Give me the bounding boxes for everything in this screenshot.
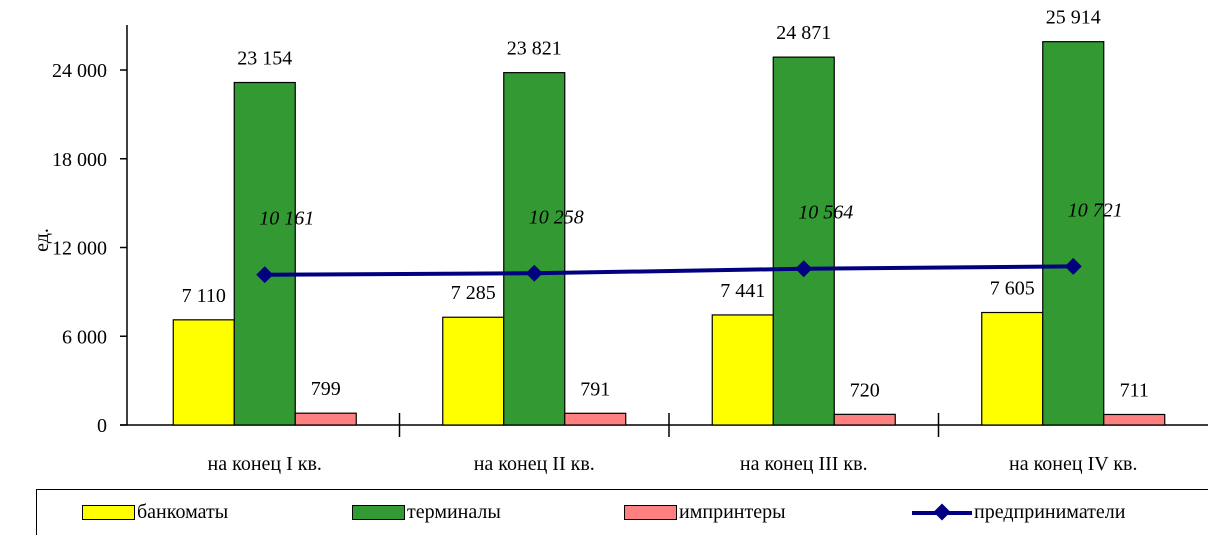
legend-swatch-terminals bbox=[352, 504, 405, 520]
bar-atms bbox=[172, 319, 235, 426]
bar-atms bbox=[711, 314, 774, 426]
bar-atms bbox=[442, 316, 505, 426]
legend: банкоматы терминалы импринтеры предприни… bbox=[36, 489, 1208, 535]
data-label: 791 bbox=[580, 378, 610, 400]
data-label: 25 914 bbox=[1046, 7, 1101, 29]
x-tick-label: на конец I кв. bbox=[208, 453, 322, 475]
chart: 0 6 000 12 000 18 000 24 000 ед. на конец I кв… bbox=[31, 7, 1208, 475]
line-point bbox=[256, 266, 274, 284]
data-label: 711 bbox=[1120, 379, 1149, 401]
line-series bbox=[256, 257, 1082, 284]
data-label: 7 605 bbox=[990, 278, 1035, 300]
y-tick-label: 6 000 bbox=[62, 326, 107, 348]
legend-label-atms: банкоматы bbox=[137, 500, 229, 523]
legend-item-imprinters: импринтеры bbox=[624, 501, 786, 523]
legend-item-atms: банкоматы bbox=[82, 501, 228, 523]
y-tick-label: 12 000 bbox=[52, 238, 107, 260]
data-label: 7 285 bbox=[451, 282, 496, 304]
data-label: 7 441 bbox=[720, 280, 765, 302]
line-data-label: 10 564 bbox=[798, 202, 853, 224]
legend-label-terminals: терминалы bbox=[407, 500, 501, 523]
bar-terminals bbox=[772, 56, 835, 426]
axes: 0 6 000 12 000 18 000 24 000 ед. на конец I кв… bbox=[31, 25, 1208, 475]
line-data-label: 10 161 bbox=[259, 208, 314, 230]
data-label: 23 821 bbox=[507, 38, 562, 60]
bar-imprinters bbox=[564, 412, 627, 426]
data-label: 7 110 bbox=[182, 285, 226, 307]
line-point bbox=[795, 260, 813, 278]
bars bbox=[172, 41, 1166, 426]
legend-swatch-atms bbox=[82, 504, 135, 520]
bar-terminals bbox=[233, 81, 296, 426]
legend-swatch-imprinters bbox=[624, 504, 677, 520]
line-point bbox=[525, 264, 543, 282]
legend-label-imprinters: импринтеры bbox=[679, 500, 786, 523]
data-label: 799 bbox=[311, 378, 341, 400]
x-tick-label: на конец II кв. bbox=[474, 453, 595, 475]
y-axis-label: ед. bbox=[31, 228, 53, 252]
line-entrepreneurs bbox=[264, 264, 1074, 277]
legend-label-entrepreneurs: предприниматели bbox=[974, 500, 1126, 523]
bar-atms bbox=[981, 311, 1044, 426]
data-labels: 7 110 23 154 799 7 285 23 821 791 7 441 24 871 7… bbox=[182, 7, 1149, 402]
legend-swatch-entrepreneurs bbox=[912, 503, 972, 520]
bar-terminals bbox=[1042, 41, 1105, 426]
y-tick-label: 18 000 bbox=[52, 149, 107, 171]
y-tick-label: 0 bbox=[97, 415, 107, 437]
data-label: 720 bbox=[850, 379, 880, 401]
bar-imprinters bbox=[833, 413, 896, 426]
line-data-label: 10 721 bbox=[1068, 199, 1123, 221]
line-data-label: 10 258 bbox=[529, 206, 584, 228]
x-tick-label: на конец III кв. bbox=[740, 453, 868, 475]
data-label: 24 871 bbox=[776, 22, 831, 44]
bar-imprinters bbox=[294, 412, 357, 426]
x-tick-label: на конец IV кв. bbox=[1009, 453, 1137, 475]
bar-imprinters bbox=[1103, 413, 1166, 426]
legend-item-entrepreneurs: предприниматели bbox=[912, 501, 1125, 523]
bar-terminals bbox=[503, 72, 566, 426]
data-label: 23 154 bbox=[237, 48, 292, 70]
y-tick-label: 24 000 bbox=[52, 60, 107, 82]
legend-item-terminals: терминалы bbox=[352, 501, 501, 523]
